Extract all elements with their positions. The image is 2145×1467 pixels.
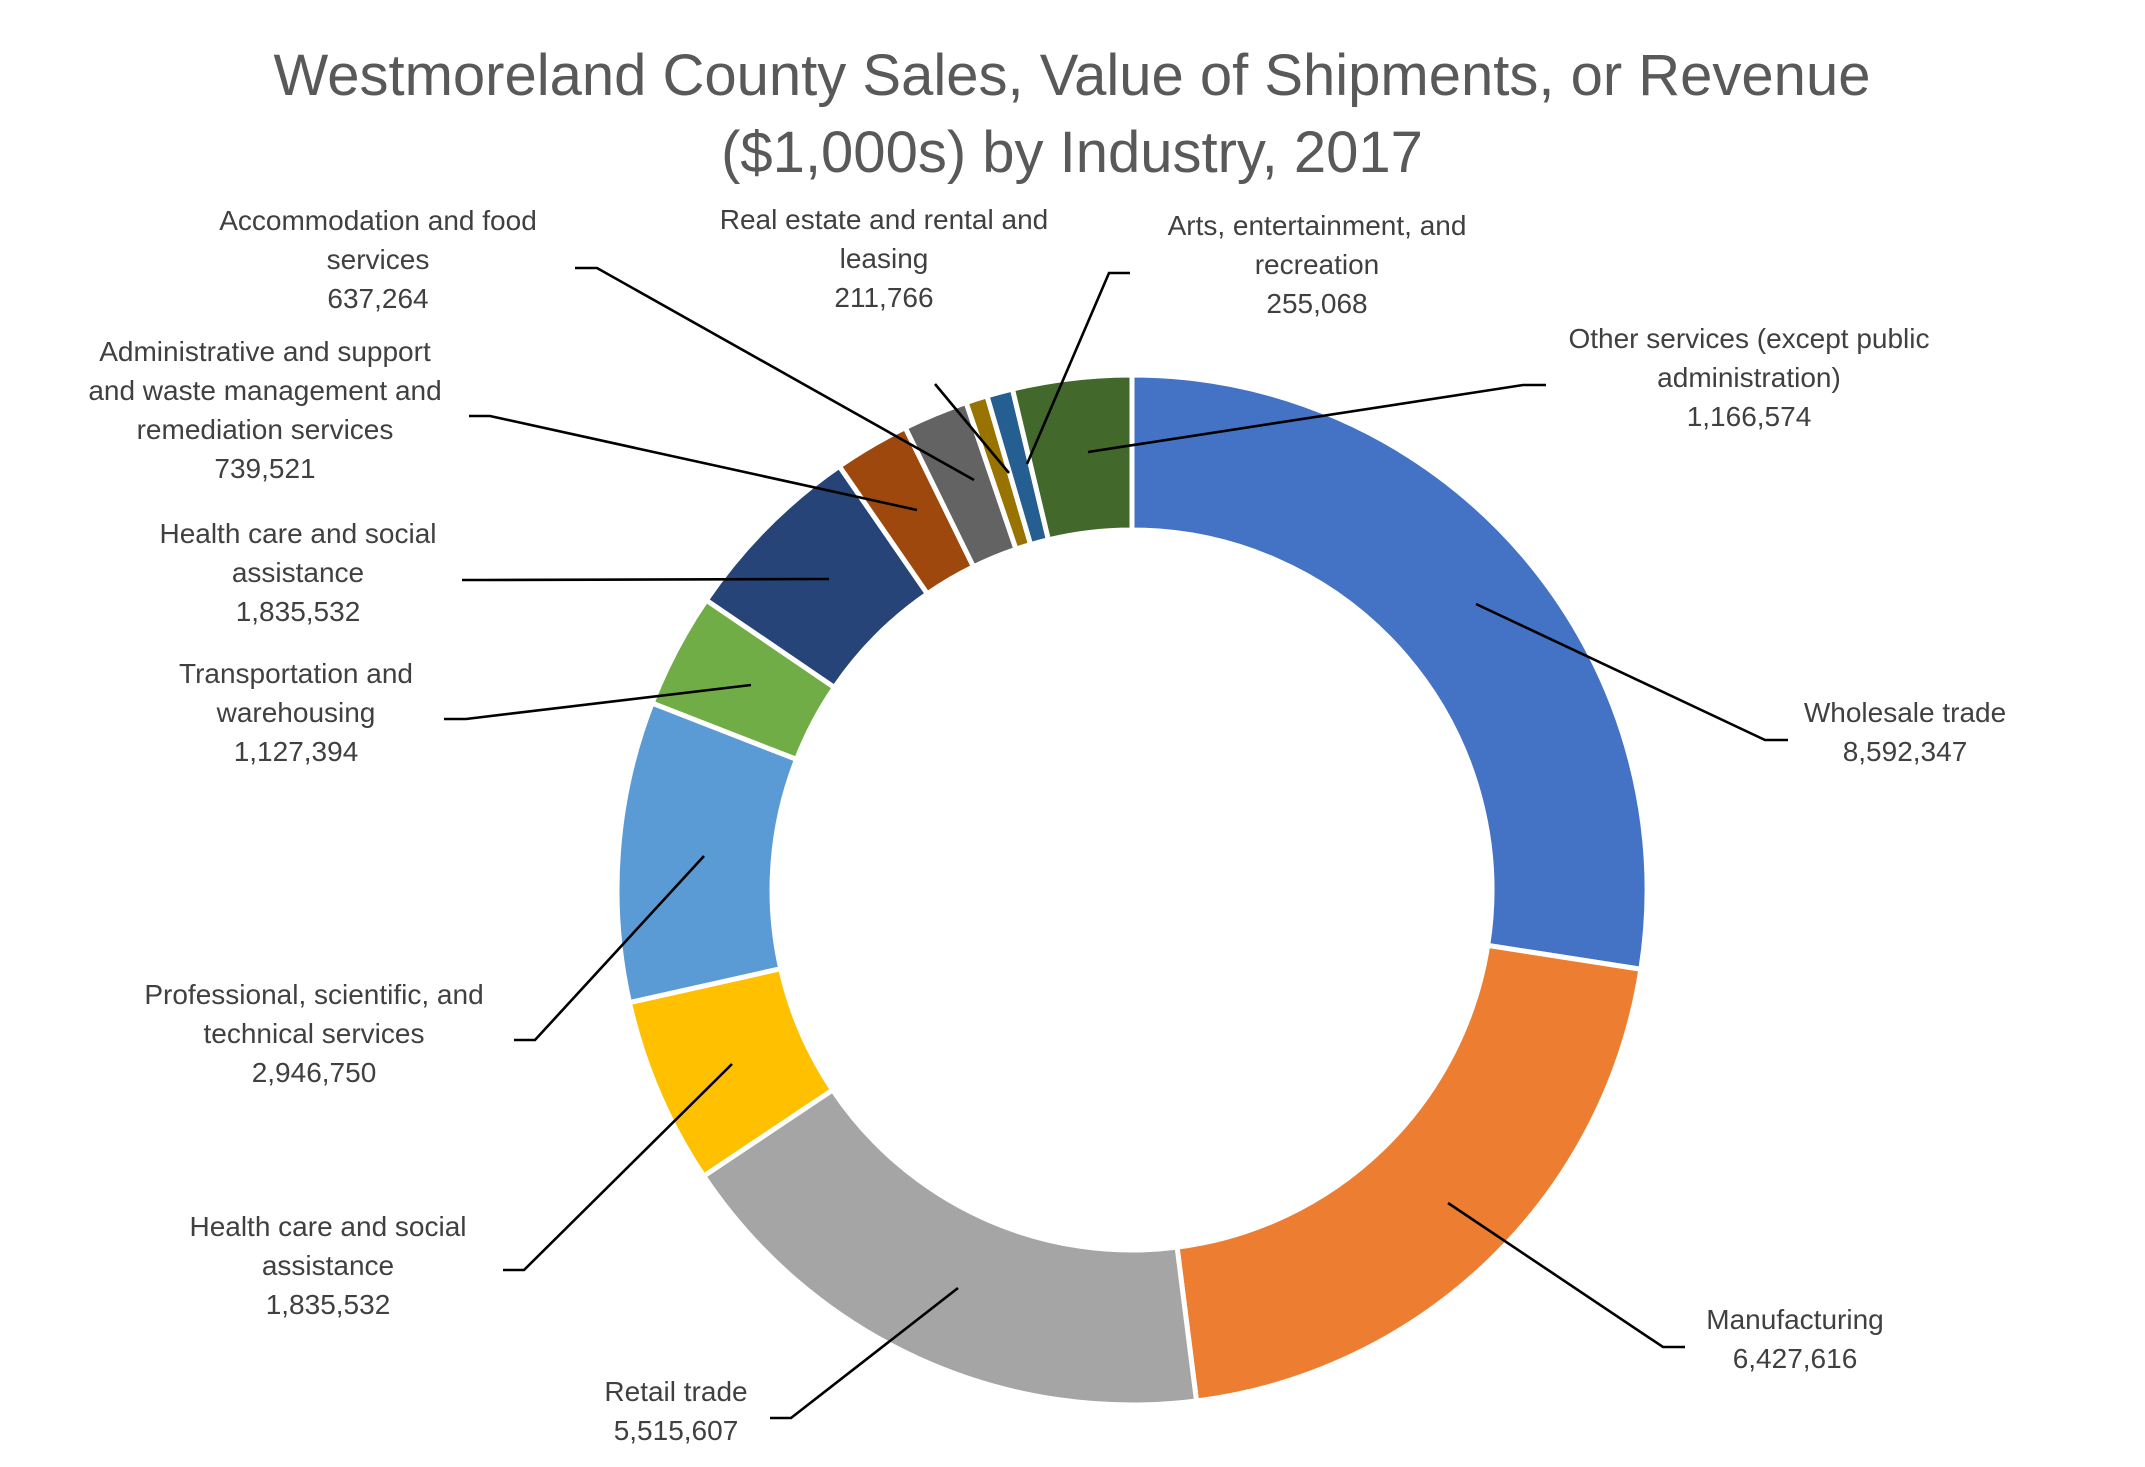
data-label-text: Health care and social [159,518,436,549]
data-label-text: Accommodation and food [219,205,537,236]
leader-line-8 [575,266,975,482]
data-label-value: 1,835,532 [236,596,361,627]
data-label-other-services-except-public-administration-11: Other services (except public administrat… [1568,323,1929,432]
data-label-value: 637,264 [327,283,428,314]
data-label-text: recreation [1255,249,1380,280]
leader-line-0 [1475,602,1788,742]
data-label-value: 5,515,607 [614,1415,739,1446]
data-label-transportation-and-warehousing-5: Transportation and warehousing 1,127,394 [179,658,413,767]
data-label-value: 211,766 [834,282,933,313]
data-label-health-care-and-social-assistance-6: Health care and social assistance 1,835,53… [159,518,436,627]
data-label-administrative-and-support-and-waste-management-and-remediation-services-7: Administrative and support and waste mana… [88,336,441,484]
data-label-text: Retail trade [604,1376,747,1407]
leader-line-1 [1447,1201,1685,1349]
data-label-professional-scientific-and-technical-services-4: Professional, scientific, and technical s… [144,979,483,1088]
data-label-text: technical services [204,1018,425,1049]
slice-manufacturing-1 [1174,942,1644,1404]
data-label-text: Administrative and support [99,336,431,367]
data-label-text: Real estate and rental and [720,204,1048,235]
leader-line-2 [770,1286,959,1420]
data-label-value: 1,835,532 [266,1289,391,1320]
data-label-accommodation-and-food-services-8: Accommodation and food services 637,264 [219,205,537,314]
data-labels: Wholesale trade 8,592,347 Manufacturing 6,4… [88,204,2006,1446]
data-label-text: assistance [262,1250,394,1281]
data-label-text: remediation services [137,414,394,445]
data-label-value: 255,068 [1266,288,1367,319]
slice-wholesale-trade-0 [1129,372,1650,973]
leader-line-11 [1087,383,1546,454]
data-label-text: Health care and social [189,1211,466,1242]
data-label-text: Professional, scientific, and [144,979,483,1010]
data-label-text: Arts, entertainment, and [1168,210,1467,241]
leader-line-9 [934,383,1010,474]
leader-line-6 [462,577,830,582]
leader-lines [444,266,1788,1420]
data-label-text: warehousing [216,697,376,728]
chart-title-line-2: ($1,000s) by Industry, 2017 [721,120,1423,185]
data-label-text: leasing [840,243,929,274]
chart-title: Westmoreland County Sales, Value of Ship… [274,43,1871,185]
data-label-retail-trade-2: Retail trade 5,515,607 [604,1376,747,1446]
data-label-value: 6,427,616 [1733,1343,1858,1374]
slice-other-services-except-public-administration-11 [1009,372,1135,543]
data-label-value: 1,127,394 [234,736,359,767]
leader-line-4 [514,855,705,1042]
data-label-text: Wholesale trade [1804,697,2006,728]
data-label-wholesale-trade-0: Wholesale trade 8,592,347 [1804,697,2006,767]
data-label-text: administration) [1657,362,1841,393]
data-label-health-care-and-social-assistance-3: Health care and social assistance 1,835,53… [189,1211,466,1320]
donut-slices [614,372,1650,1408]
leader-line-5 [444,683,752,721]
data-label-text: Transportation and [179,658,413,689]
chart-title-line-1: Westmoreland County Sales, Value of Ship… [274,43,1871,108]
data-label-value: 739,521 [214,453,315,484]
data-label-value: 1,166,574 [1687,401,1812,432]
slice-retail-trade-2 [700,1086,1200,1408]
data-label-manufacturing-1: Manufacturing 6,427,616 [1706,1304,1883,1374]
leader-line-10 [1025,271,1130,465]
data-label-text: Other services (except public [1568,323,1929,354]
data-label-value: 2,946,750 [252,1057,377,1088]
leader-line-7 [469,414,918,512]
data-label-text: and waste management and [88,375,441,406]
data-label-real-estate-and-rental-and-leasing-9: Real estate and rental and leasing 211,766 [720,204,1048,313]
leader-line-3 [503,1063,733,1272]
data-label-text: services [327,244,430,275]
data-label-value: 8,592,347 [1843,736,1968,767]
data-label-text: Manufacturing [1706,1304,1883,1335]
data-label-text: assistance [232,557,364,588]
data-label-arts-entertainment-and-recreation-10: Arts, entertainment, and recreation 255,06… [1168,210,1467,319]
